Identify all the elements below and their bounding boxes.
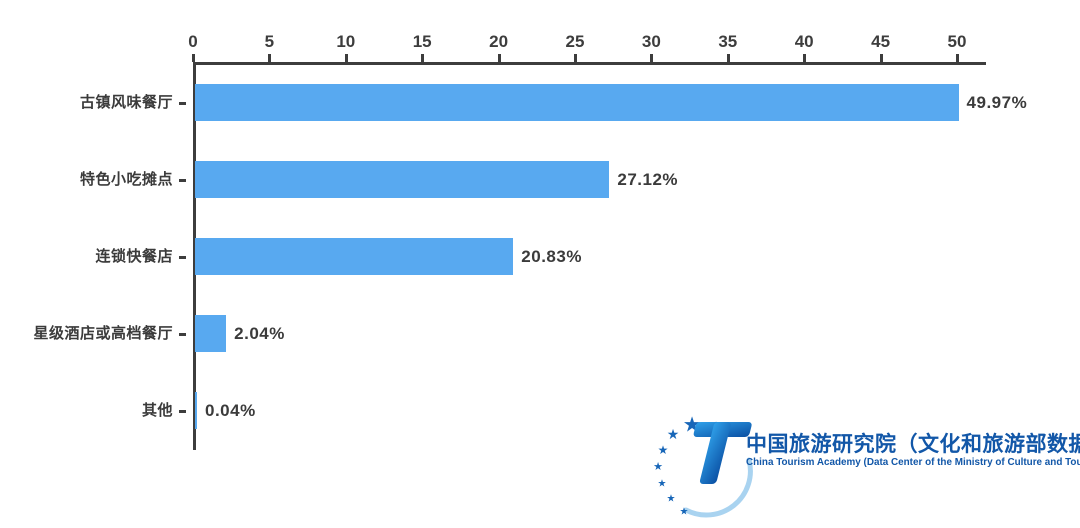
x-axis-tick	[803, 54, 807, 62]
x-axis-tick	[650, 54, 654, 62]
bar	[195, 238, 514, 275]
category-tick	[179, 333, 186, 336]
category-label: 星级酒店或高档餐厅	[33, 325, 173, 342]
star-icon: ★	[658, 479, 667, 490]
star-icon: ★	[658, 443, 669, 457]
x-axis-tick	[956, 54, 959, 62]
x-axis-tick-label: 50	[947, 32, 967, 51]
logo-t-icon	[693, 422, 752, 484]
x-axis-tick-label: 10	[336, 32, 356, 51]
category-tick	[179, 410, 186, 413]
bar	[195, 392, 197, 429]
category-tick	[179, 179, 186, 182]
category-label: 连锁快餐店	[95, 248, 173, 265]
x-axis-tick-label: 20	[489, 32, 509, 51]
logo-title-cn: 中国旅游研究院（文化和旅游部数据中心）	[746, 433, 1080, 456]
x-axis-tick-label: 5	[264, 32, 275, 51]
category-tick	[179, 256, 186, 259]
x-axis-tick-label: 15	[412, 32, 432, 51]
category-label: 其他	[141, 402, 173, 419]
star-icon: ★	[653, 461, 663, 473]
logo-text-block: 中国旅游研究院（文化和旅游部数据中心） China Tourism Academ…	[746, 433, 1080, 469]
bar-value-label: 2.04%	[234, 324, 285, 343]
x-axis-tick-label: 0	[188, 32, 198, 51]
x-axis-tick	[421, 54, 425, 62]
china-tourism-academy-logo: ★★★★★★★★ 中国旅游研究院（文化和旅游部数据中心） China Touri…	[652, 406, 1080, 518]
star-icon: ★	[667, 494, 676, 505]
x-axis-tick-label: 40	[794, 32, 814, 51]
x-axis-line	[193, 62, 986, 65]
bar-value-label: 49.97%	[966, 93, 1028, 112]
bar-value-label: 20.83%	[521, 247, 582, 266]
logo-title-en: China Tourism Academy (Data Center of th…	[746, 457, 1080, 468]
bar-value-label: 27.12%	[617, 170, 679, 189]
x-axis-tick-label: 25	[565, 32, 585, 51]
chart-canvas: { "chart_data": { "type": "bar", "orient…	[33, 32, 1080, 518]
x-axis-tick	[726, 54, 730, 62]
category-label: 古镇风味餐厅	[79, 94, 173, 111]
bar-value-label: 0.04%	[205, 401, 256, 420]
x-axis-tick	[344, 54, 348, 62]
star-icon: ★	[680, 507, 689, 518]
x-axis-tick	[879, 54, 883, 62]
bar	[195, 161, 610, 198]
y-axis-line	[193, 62, 196, 450]
category-label: 特色小吃摊点	[79, 171, 173, 188]
bar	[195, 315, 227, 352]
x-axis-tick	[574, 54, 577, 62]
x-axis-tick	[497, 54, 501, 62]
bar-chart: 0 5 10 15 20 25 30 35 40 45 50 古镇风味餐厅 49.97% 特色小吃摊点 27…	[33, 32, 1028, 450]
x-axis-tick-label: 30	[641, 32, 661, 51]
x-axis-tick	[192, 54, 195, 62]
category-tick	[179, 102, 186, 105]
x-axis-tick-label: 35	[718, 32, 738, 51]
x-axis-tick	[268, 54, 272, 62]
star-icon: ★	[667, 426, 680, 442]
bar	[195, 84, 959, 121]
x-axis-tick-label: 45	[871, 32, 891, 51]
